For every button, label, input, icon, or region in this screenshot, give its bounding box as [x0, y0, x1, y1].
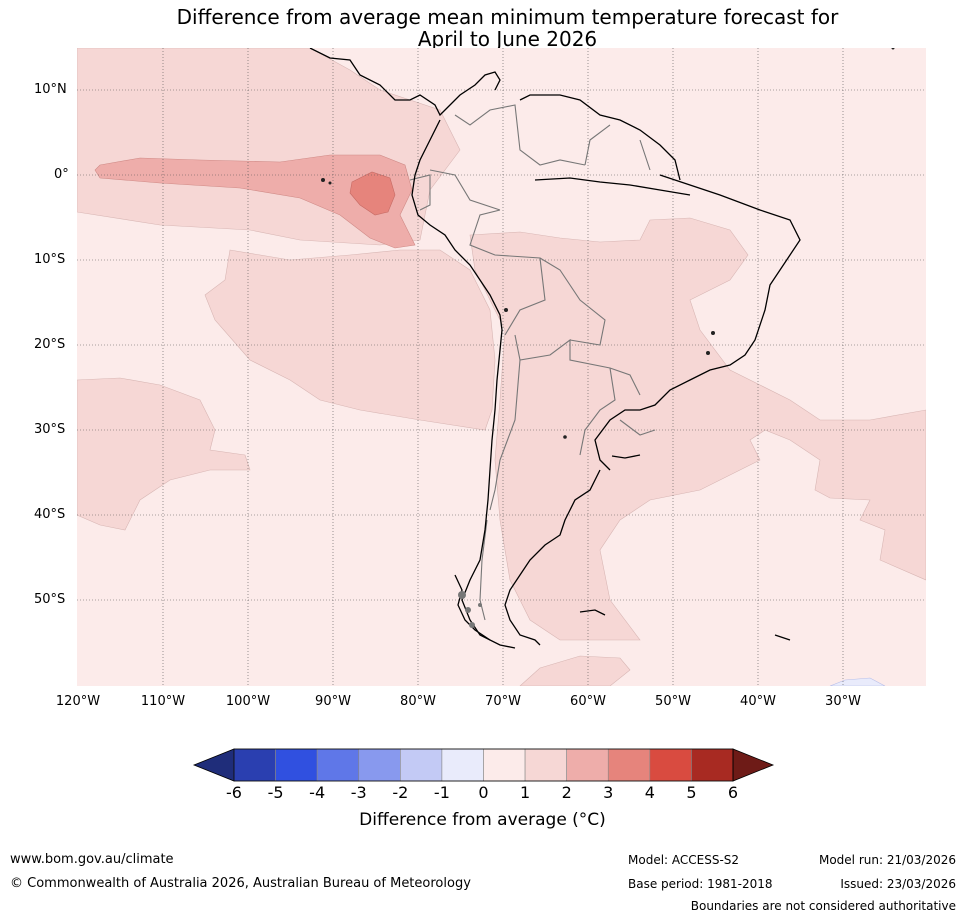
- colorbar-segment: [691, 748, 734, 782]
- colorbar-tick-label: 6: [727, 783, 739, 802]
- colorbar-tick-label: -3: [350, 783, 367, 802]
- lon-label-70w: 70°W: [485, 694, 521, 709]
- colorbar-segment: [400, 748, 443, 782]
- anomaly-zone-1-2-south-america: [469, 217, 926, 641]
- lon-label-110w: 110°W: [140, 694, 186, 709]
- country-borders: [409, 104, 656, 621]
- colorbar-tick-label: 2: [561, 783, 572, 802]
- colorbar-tick-label: -1: [433, 783, 450, 802]
- colorbar-segment: [524, 748, 567, 782]
- colorbar-segment: [441, 748, 484, 782]
- map-title-line2: April to June 2026: [417, 27, 598, 51]
- lat-label-30s: 30°S: [34, 422, 66, 437]
- lon-label-120w: 120°W: [55, 694, 101, 709]
- lon-label-100w: 100°W: [225, 694, 271, 709]
- chile-fjords: [458, 591, 482, 628]
- anomaly-zone-2-3-equatorial: [94, 154, 416, 249]
- colorbar-segment: [607, 748, 651, 782]
- coastlines: [309, 48, 801, 649]
- footer-issued: Issued: 23/03/2026: [840, 877, 956, 891]
- lon-label-60w: 60°W: [570, 694, 606, 709]
- colorbar-tick-label: 4: [644, 783, 655, 802]
- lat-label-10s: 10°S: [34, 252, 66, 267]
- graticule: [77, 48, 926, 686]
- footer-model-run: Model run: 21/03/2026: [818, 853, 956, 867]
- anomaly-zone-3-4-core: [349, 171, 396, 216]
- footer-model: Model: ACCESS-S2: [628, 853, 740, 867]
- colorbar-tick-label: 5: [686, 783, 697, 802]
- colorbar-tick-label: -6: [226, 783, 242, 802]
- anomaly-zone-1-2-south: [519, 655, 631, 686]
- colorbar-segment: [233, 748, 276, 782]
- lon-label-40w: 40°W: [740, 694, 776, 709]
- anomaly-zone-1-2-south-pacific-west: [77, 377, 251, 531]
- colorbar-outline: [233, 748, 734, 782]
- colorbar: [192, 748, 775, 782]
- footer-website: www.bom.gov.au/climate: [10, 852, 174, 867]
- colorbar-extend-low: [192, 748, 235, 782]
- colorbar-segment: [649, 748, 692, 782]
- colorbar-tick-label: 1: [519, 783, 531, 802]
- colorbar-tick-label: -2: [392, 783, 409, 802]
- lat-label-0: 0°: [54, 167, 69, 182]
- islands: [321, 48, 895, 439]
- colorbar-tick-label: -4: [309, 783, 326, 802]
- anomaly-zone-negative-southeast: [829, 677, 886, 686]
- colorbar-extend-high: [732, 748, 775, 782]
- colorbar-segment: [566, 748, 609, 782]
- colorbar-segment: [316, 748, 360, 782]
- colorbar-segment: [275, 748, 318, 782]
- lat-label-20s: 20°S: [34, 337, 66, 352]
- colorbar-segment: [483, 748, 526, 782]
- lon-label-80w: 80°W: [400, 694, 436, 709]
- lat-label-10n: 10°N: [34, 82, 67, 97]
- lat-label-50s: 50°S: [34, 592, 66, 607]
- lon-label-90w: 90°W: [315, 694, 351, 709]
- colorbar-tick-label: 3: [603, 783, 614, 802]
- colorbar-tick-label: 0: [478, 783, 489, 802]
- map-title-line1: Difference from average mean minimum tem…: [176, 5, 839, 29]
- colorbar-segment: [358, 748, 401, 782]
- footer-copyright: © Commonwealth of Australia 2026, Austra…: [10, 876, 471, 891]
- footer-base-period: Base period: 1981-2018: [628, 877, 773, 891]
- lon-label-50w: 50°W: [655, 694, 691, 709]
- colorbar-tick-label: -5: [267, 783, 284, 802]
- lat-label-40s: 40°S: [34, 507, 66, 522]
- footer-disclaimer: Boundaries are not considered authoritat…: [690, 899, 956, 913]
- lon-label-30w: 30°W: [825, 694, 861, 709]
- map-area: [77, 48, 926, 686]
- colorbar-label: Difference from average (°C): [359, 810, 606, 830]
